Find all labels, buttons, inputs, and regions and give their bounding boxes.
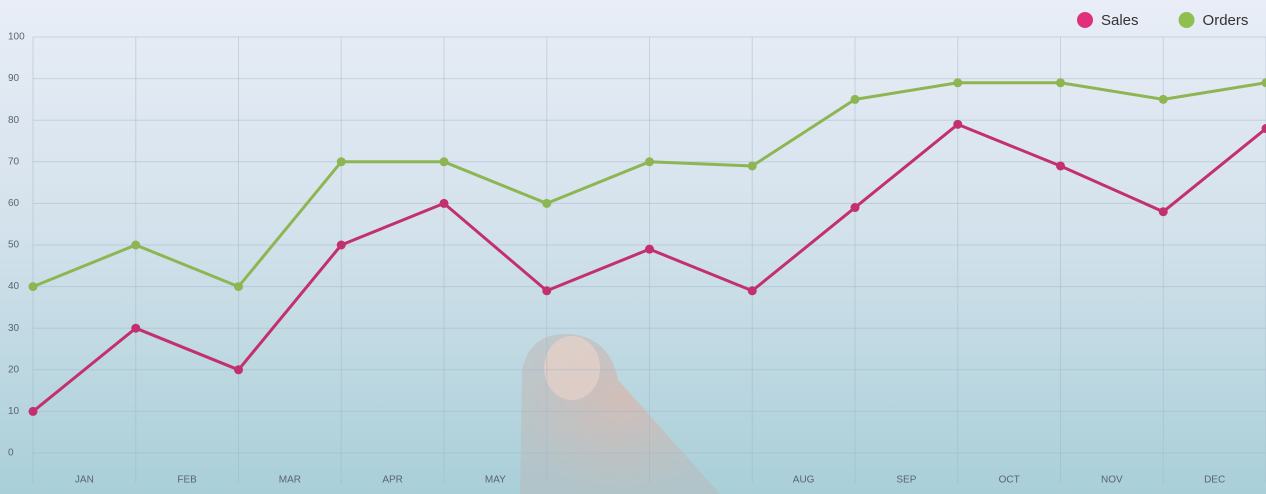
data-point — [336, 240, 346, 250]
y-tick-label: 40 — [8, 281, 20, 292]
y-tick-label: 90 — [8, 73, 20, 84]
x-tick-label: OCT — [999, 475, 1020, 486]
data-point — [747, 161, 757, 171]
data-point — [234, 282, 243, 292]
y-tick-label: 100 — [8, 32, 25, 43]
legend-marker — [1178, 12, 1195, 28]
data-point — [850, 203, 860, 213]
y-tick-label: 20 — [8, 364, 20, 375]
data-point — [645, 157, 654, 167]
legend-label: Orders — [1203, 12, 1249, 29]
y-tick-label: 30 — [8, 323, 20, 334]
data-point — [1261, 78, 1266, 88]
data-point — [1056, 161, 1065, 171]
x-tick-label: DEC — [1204, 475, 1225, 486]
data-point — [439, 198, 449, 208]
fingernail — [544, 336, 600, 400]
x-tick-label: MAR — [279, 475, 301, 486]
data-point — [28, 282, 38, 292]
y-tick-label: 0 — [8, 448, 14, 459]
data-point — [234, 365, 243, 375]
data-point — [645, 244, 654, 254]
data-point — [28, 406, 38, 416]
x-tick-label: JAN — [75, 475, 94, 486]
data-point — [1158, 207, 1168, 217]
data-point — [1056, 78, 1065, 88]
y-tick-label: 60 — [8, 198, 20, 209]
x-tick-label: SEP — [896, 475, 916, 486]
x-tick-label: NOV — [1101, 475, 1123, 486]
data-point — [953, 78, 963, 88]
legend-marker — [1077, 12, 1093, 28]
y-tick-label: 10 — [8, 406, 20, 417]
data-point — [1158, 94, 1168, 104]
data-point — [953, 119, 963, 129]
y-tick-label: 70 — [8, 156, 20, 167]
data-point — [850, 94, 860, 104]
data-point — [1261, 124, 1266, 134]
data-point — [131, 323, 141, 333]
data-point — [131, 240, 141, 250]
data-point — [542, 286, 552, 296]
x-tick-label: MAY — [485, 475, 506, 486]
legend-label: Sales — [1101, 12, 1139, 29]
x-tick-label: FEB — [177, 475, 197, 486]
y-tick-label: 50 — [8, 240, 20, 251]
legend: Sales Orders — [1077, 12, 1248, 29]
data-point — [439, 157, 449, 167]
x-tick-label: APR — [382, 475, 403, 486]
data-point — [747, 286, 757, 296]
data-point — [336, 157, 346, 167]
data-point — [542, 198, 552, 208]
y-tick-label: 80 — [8, 115, 20, 126]
x-tick-label: AUG — [793, 475, 815, 486]
